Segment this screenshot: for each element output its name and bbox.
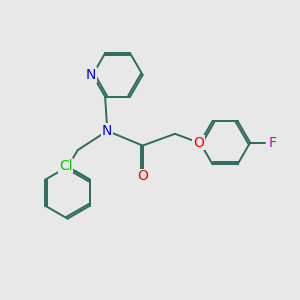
Text: O: O — [137, 169, 148, 184]
Text: N: N — [102, 124, 112, 138]
Text: O: O — [193, 136, 204, 150]
Text: N: N — [86, 68, 96, 82]
Text: F: F — [268, 136, 276, 150]
Text: Cl: Cl — [59, 159, 73, 172]
